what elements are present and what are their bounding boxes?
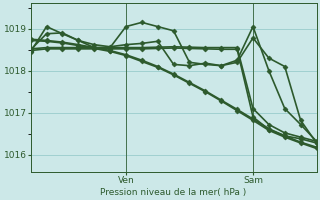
X-axis label: Pression niveau de la mer( hPa ): Pression niveau de la mer( hPa ) bbox=[100, 188, 247, 197]
